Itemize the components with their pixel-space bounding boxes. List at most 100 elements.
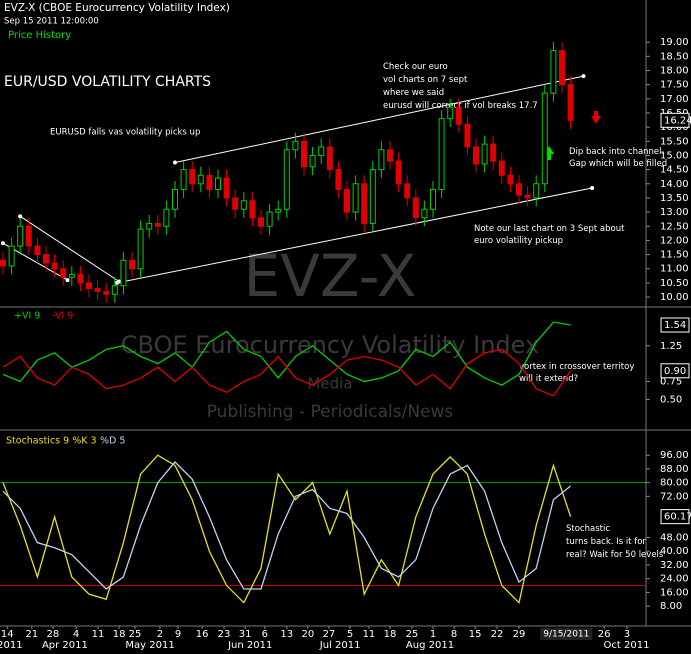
y-tick-label: 15.50 (660, 136, 689, 147)
legend-entry: Stochastics 9 %K 3 (6, 436, 97, 447)
y-tick-label: 1.25 (660, 341, 682, 352)
y-tick-label: 17.00 (660, 94, 689, 105)
annotation-line: where we said (383, 88, 444, 98)
last-value-box (660, 112, 690, 128)
month-label: Oct 2011 (604, 640, 650, 650)
x-tick-label: 29 (513, 629, 526, 640)
y-tick-label: 96.00 (660, 450, 689, 461)
legend-entry: +VI 9 (14, 311, 40, 322)
candle-body (387, 149, 393, 162)
month-label: Apr 2011 (42, 640, 88, 650)
y-tick-label: 32.00 (660, 560, 689, 571)
candle-body (258, 217, 264, 227)
y-tick-label: 11.50 (660, 250, 689, 261)
x-tick-label: 5 (347, 629, 353, 640)
candle-body (421, 208, 428, 219)
candle-body (60, 268, 67, 278)
annotation-line: real? Wait for 50 levels (566, 550, 664, 560)
candle-body (240, 200, 247, 210)
last-value-box (660, 509, 690, 525)
candle-body (352, 183, 359, 213)
x-tick-label: 11 (363, 629, 376, 640)
x-tick-label: 3 (624, 629, 630, 640)
x-tick-label: 23 (218, 629, 231, 640)
candle-body (541, 92, 548, 185)
series-line (2, 454, 572, 604)
last-value-label: 0.90 (664, 366, 686, 377)
x-tick-label: 21 (25, 629, 38, 640)
candle-body (249, 200, 256, 219)
candle-body (326, 146, 333, 171)
y-tick-label: 12.50 (660, 221, 689, 232)
x-tick-label: 25 (129, 629, 142, 640)
x-tick-label: 27 (323, 629, 336, 640)
candle-body (275, 208, 282, 213)
x-tick-label: 14 (1, 629, 14, 640)
annotation: Stochastic turns back. Is it for real? W… (566, 524, 664, 560)
legend-price: Price History (8, 30, 71, 41)
watermark-pub: Publishing - Periodicals/News (207, 402, 454, 422)
y-tick-label: 80.00 (660, 478, 689, 489)
candle-body (223, 177, 230, 199)
month-label: May 2011 (125, 640, 174, 650)
candle-body (361, 183, 368, 224)
timestamp: Sep 15 2011 12:00:00 (4, 17, 99, 27)
candle-body (111, 285, 118, 295)
month-label: Aug 2011 (406, 640, 454, 650)
watermark-sub: CBOE Eurocurrency Volatility Index (121, 331, 539, 359)
candle-body (103, 290, 110, 295)
annotation-line: Gap which will be filled (569, 159, 667, 169)
last-value-label: 60.17 (664, 512, 691, 523)
x-tick-label: 8 (451, 629, 457, 640)
candle-body (86, 282, 92, 290)
annotation-line: vol charts on 7 sept (383, 75, 468, 85)
candle-body (404, 183, 411, 199)
candle-body (524, 194, 531, 199)
last-value-box (660, 363, 690, 379)
watermark: EVZ-X (244, 242, 417, 310)
y-tick-label: 17.50 (660, 80, 689, 91)
annotation-line: Dip back into channel. (569, 147, 664, 157)
x-tick-label: 4 (73, 629, 79, 640)
candle-body (378, 149, 385, 171)
x-tick-label: 15 (469, 629, 482, 640)
candle-body (318, 146, 325, 156)
trend-point (114, 280, 119, 285)
month-label: Jun 2011 (227, 640, 272, 650)
candle-body (438, 118, 445, 190)
candle-body (146, 222, 153, 230)
y-tick-label: 40.00 (660, 546, 689, 557)
candle-body (292, 140, 299, 151)
trend-line (174, 75, 584, 164)
annotation: Note our last chart on 3 Sept about euro… (474, 224, 627, 246)
y-tick-label: 8.00 (660, 601, 682, 612)
candle-body (163, 208, 170, 227)
last-value-label: 1.54 (664, 320, 686, 331)
candle-body (344, 188, 350, 213)
y-tick-label: 48.00 (660, 533, 689, 544)
trend-point (173, 160, 177, 165)
candle-body (266, 211, 273, 227)
annotation: vortex in crossover territoy will it ext… (519, 362, 637, 384)
annotation-line: Check our euro (383, 62, 448, 72)
candle-body (34, 245, 41, 256)
candle-body (232, 197, 239, 210)
candle-body (43, 254, 49, 264)
candle-body (309, 154, 316, 168)
annotation: EURUSD falls vas volatility picks up (50, 128, 200, 138)
candle-body (395, 160, 402, 185)
candle-body (498, 160, 505, 176)
y-tick-label: 0.50 (660, 394, 682, 405)
x-tick-label: 2 (157, 629, 163, 640)
annotation-line: will it extend? (519, 374, 578, 384)
annotation: Check our euro vol charts on 7 sept wher… (383, 62, 538, 111)
candle-body (481, 143, 488, 165)
legend-entry: %D 5 (100, 436, 125, 447)
trend-line (116, 187, 593, 284)
y-tick-label: 10.50 (660, 278, 689, 289)
y-tick-label: 0.75 (660, 377, 682, 388)
watermark-media: Media (307, 375, 352, 393)
candle-body (430, 188, 436, 210)
